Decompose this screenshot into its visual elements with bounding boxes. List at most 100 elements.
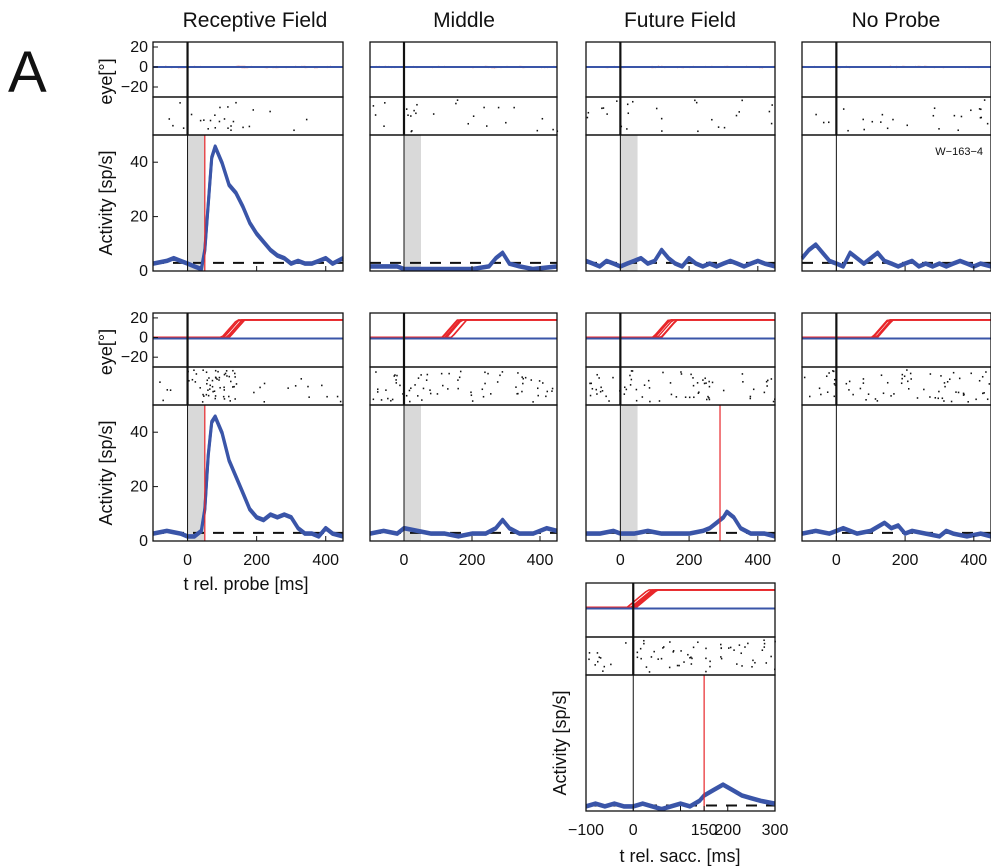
panel-saccade-receptive-field: [152, 312, 344, 542]
probe-x-tick-label: 400: [744, 552, 771, 569]
raster-axes-frame: [801, 366, 991, 406]
panel-saccade-no-probe: [801, 312, 991, 542]
eye-trace-horizontal: [153, 319, 343, 339]
activity-tick-label: 20: [130, 479, 148, 496]
panel-fixation-future-field: [585, 41, 776, 272]
column-title-no-probe: No Probe: [852, 9, 941, 32]
eye-trace-horizontal: [586, 589, 775, 609]
activity-tick-label: 0: [139, 263, 148, 280]
probe-window: [404, 405, 421, 541]
eye-trace-horizontal: [586, 589, 775, 609]
column-title-future-field: Future Field: [624, 9, 736, 32]
activity-trace: [152, 144, 344, 270]
activity-trace: [585, 783, 776, 812]
activity-trace: [801, 522, 991, 539]
activity-y-axis-label: Activity [sp/s]: [96, 420, 116, 525]
column-title-middle: Middle: [433, 9, 495, 32]
eye-trace-horizontal: [153, 319, 343, 339]
probe-x-tick-label: 400: [960, 552, 987, 569]
probe-window: [620, 135, 638, 271]
probe-x-tick-label: 400: [312, 552, 339, 569]
probe-x-tick-label: 200: [676, 552, 703, 569]
eye-y-axis-label: eye[°]: [96, 329, 116, 375]
raster-axes-frame: [801, 96, 991, 136]
raster-axes-frame: [152, 366, 344, 406]
sacc-x-tick-label: 300: [762, 822, 789, 839]
probe-x-tick-label: 0: [400, 552, 409, 569]
cell-id-label: W−163−4: [935, 146, 983, 158]
eye-trace-horizontal: [802, 319, 991, 339]
eye-trace-horizontal: [586, 319, 775, 339]
activity-y-axis-label-saccade: Activity [sp/s]: [550, 690, 570, 795]
eye-trace-horizontal: [586, 319, 775, 339]
x-axis-label-probe: t rel. probe [ms]: [183, 574, 308, 594]
eye-trace-horizontal: [586, 589, 775, 609]
panel-saccade-future-field: [585, 312, 776, 542]
x-axis-label-saccade: t rel. sacc. [ms]: [619, 846, 740, 866]
activity-axes-frame: [585, 674, 776, 812]
activity-trace: [586, 511, 776, 539]
activity-trace: [370, 250, 558, 270]
eye-trace-horizontal: [153, 319, 343, 339]
eye-axes-frame: [801, 41, 991, 98]
activity-tick-label: 40: [130, 424, 148, 441]
activity-axes-frame: [585, 134, 776, 272]
probe-x-tick-label: 400: [527, 552, 554, 569]
activity-tick-label: 20: [130, 209, 148, 226]
panel-saccade-aligned-future-field: [585, 582, 776, 812]
probe-x-tick-label: 0: [616, 552, 625, 569]
activity-tick-label: 40: [130, 154, 148, 171]
sacc-x-tick-label: −100: [568, 822, 604, 839]
eye-tick-label: 0: [139, 59, 148, 76]
eye-trace-horizontal: [586, 319, 775, 339]
probe-window: [620, 405, 638, 541]
raster-axes-frame: [152, 96, 344, 136]
probe-window: [187, 135, 205, 271]
eye-trace-horizontal: [802, 319, 991, 339]
activity-tick-label: 0: [139, 533, 148, 550]
eye-tick-label: 20: [130, 39, 148, 56]
eye-trace-horizontal: [586, 319, 775, 339]
probe-window: [187, 405, 205, 541]
eye-tick-label: 20: [130, 310, 148, 327]
eye-axes-frame: [585, 582, 776, 638]
eye-trace-horizontal: [153, 319, 343, 339]
eye-trace-horizontal: [586, 589, 775, 609]
eye-trace-horizontal: [586, 319, 775, 339]
eye-trace-horizontal: [586, 319, 775, 339]
eye-axes-frame: [801, 312, 991, 368]
eye-axes-frame: [369, 312, 558, 368]
probe-x-tick-label: 0: [183, 552, 192, 569]
eye-trace-horizontal: [370, 319, 557, 339]
activity-trace: [152, 414, 344, 538]
eye-trace-horizontal: [802, 319, 991, 339]
eye-axes-frame: [152, 312, 344, 368]
eye-trace-horizontal: [586, 589, 775, 609]
eye-axes-frame: [152, 41, 344, 98]
activity-axes-frame: [801, 134, 991, 272]
eye-trace-horizontal: [802, 319, 991, 339]
panel-fixation-no-probe: [800, 41, 991, 272]
activity-trace: [369, 519, 558, 539]
eye-tick-label: 0: [139, 330, 148, 347]
sacc-x-tick-label: 150: [691, 822, 718, 839]
activity-axes-frame: [152, 404, 344, 542]
activity-trace: [152, 146, 344, 272]
sacc-x-tick-label: 0: [629, 822, 638, 839]
eye-trace-horizontal: [802, 319, 991, 339]
eye-trace-horizontal: [802, 319, 991, 339]
activity-trace: [585, 249, 776, 269]
eye-trace-horizontal: [586, 589, 775, 609]
sacc-x-tick-label: 200: [714, 822, 741, 839]
activity-axes-frame: [801, 404, 991, 542]
eye-trace-horizontal: [802, 319, 991, 339]
probe-x-tick-label: 200: [459, 552, 486, 569]
panel-fixation-receptive-field: [152, 41, 344, 272]
activity-axes-frame: [585, 404, 776, 542]
activity-axes-frame: [369, 134, 558, 272]
eye-trace-horizontal: [153, 319, 343, 339]
panel-fixation-middle: [369, 41, 559, 272]
probe-x-tick-label: 200: [243, 552, 270, 569]
